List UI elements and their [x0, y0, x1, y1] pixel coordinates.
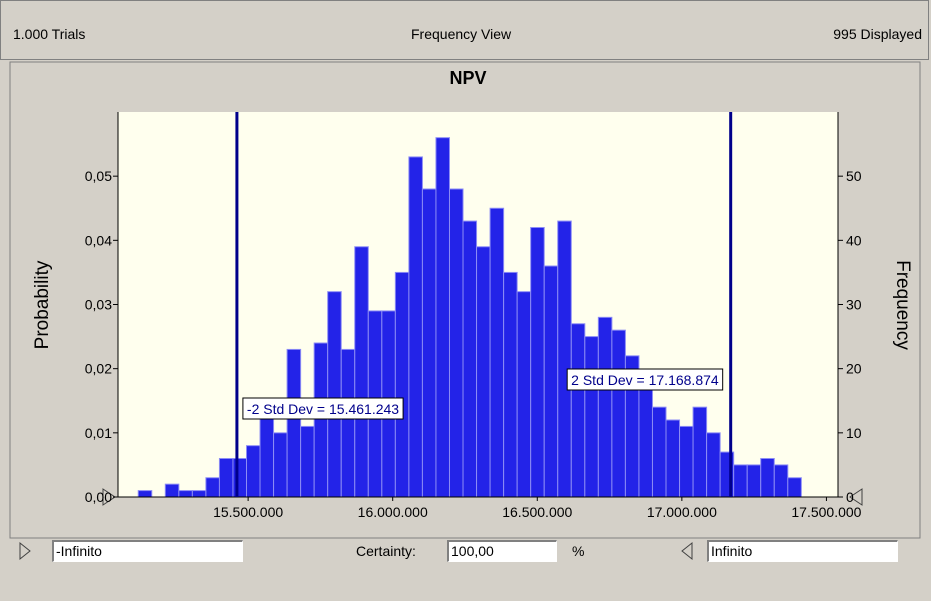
bar: [476, 246, 491, 498]
y-tick-label: 0,04: [85, 232, 112, 248]
std-dev-label-text: -2 Std Dev = 15.461.243: [247, 401, 399, 417]
certainty-unit: %: [572, 543, 585, 559]
bar: [205, 477, 220, 498]
bar: [435, 137, 450, 498]
bar: [489, 207, 505, 498]
bar: [543, 265, 559, 498]
bar: [651, 406, 667, 498]
bar: [259, 413, 275, 498]
bar: [394, 271, 410, 498]
trials-text: 1.000 Trials: [13, 26, 86, 42]
bar: [340, 348, 356, 498]
x-tick-label: 15.500.000: [213, 504, 283, 520]
y2-tick-label: 40: [846, 232, 862, 248]
bar: [354, 246, 369, 498]
certainty-label: Certainty:: [356, 543, 416, 559]
y-tick-label: 0,02: [85, 361, 112, 377]
bar: [313, 342, 329, 498]
bar: [191, 490, 207, 498]
bar: [421, 188, 437, 498]
lower-input[interactable]: -Infinito: [52, 540, 243, 562]
bar: [178, 490, 193, 498]
bar: [327, 291, 342, 498]
y2-tick-label: 10: [846, 425, 862, 441]
std-dev-label: 2 Std Dev = 17.168.874: [566, 368, 724, 391]
bar: [597, 316, 613, 498]
y-tick-label: 0,03: [85, 297, 112, 313]
upper-arrow[interactable]: [681, 541, 693, 561]
x-tick-label: 17.500.000: [791, 504, 861, 520]
y-tick-label: 0,00: [85, 489, 112, 505]
bar: [733, 464, 748, 498]
y-axis-title: Probability: [32, 260, 53, 349]
bar: [584, 336, 599, 498]
view-text: Frequency View: [411, 26, 512, 42]
bar: [557, 220, 572, 498]
bar: [760, 458, 775, 498]
y2-tick-label: 30: [846, 297, 862, 313]
bar: [773, 464, 789, 498]
bar: [286, 348, 302, 498]
certainty-input[interactable]: 100,00: [447, 540, 557, 562]
y2-tick-label: 20: [846, 361, 862, 377]
upper-grabber[interactable]: [849, 488, 863, 506]
chart-title: NPV: [449, 68, 486, 88]
bar: [679, 425, 694, 498]
bar: [232, 458, 248, 498]
bar: [164, 483, 180, 498]
bar: [638, 387, 653, 498]
displayed-text: 995 Displayed: [833, 26, 922, 42]
bar: [462, 220, 478, 498]
lower-grabber[interactable]: [102, 488, 116, 506]
bar: [246, 445, 261, 498]
bar: [448, 188, 464, 498]
y2-tick-label: 50: [846, 168, 862, 184]
bar: [300, 425, 315, 498]
bar: [746, 464, 762, 498]
bar: [137, 490, 153, 498]
x-tick-label: 16.000.000: [358, 504, 428, 520]
bar: [408, 156, 423, 498]
y-tick-label: 0,01: [85, 425, 112, 441]
bar: [665, 419, 681, 498]
x-tick-label: 17.000.000: [647, 504, 717, 520]
bar: [611, 329, 626, 498]
bar: [530, 227, 545, 498]
bar: [706, 432, 721, 498]
label-box: [566, 368, 724, 391]
bar: [516, 291, 532, 498]
x-tick-label: 16.500.000: [502, 504, 572, 520]
bar: [503, 271, 518, 498]
bar: [273, 432, 288, 498]
y-tick-label: 0,05: [85, 168, 112, 184]
y2-tick-label: 0: [846, 489, 854, 505]
std-dev-label: -2 Std Dev = 15.461.243: [242, 397, 404, 420]
std-dev-label-text: 2 Std Dev = 17.168.874: [571, 372, 719, 388]
lower-arrow[interactable]: [19, 541, 31, 561]
label-box: [242, 397, 404, 420]
bar: [218, 458, 234, 498]
header-bar: 1.000 Trials Frequency View 995 Displaye…: [0, 0, 929, 60]
bar: [692, 406, 708, 498]
bar: [787, 477, 802, 498]
bar: [570, 323, 586, 498]
y2-axis-title: Frequency: [892, 260, 913, 350]
upper-input[interactable]: Infinito: [707, 540, 898, 562]
